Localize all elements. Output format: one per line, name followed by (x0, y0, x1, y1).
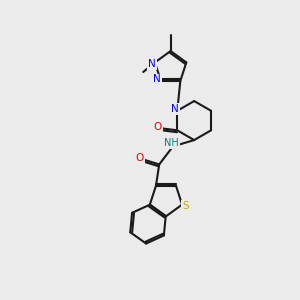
Text: N: N (148, 59, 156, 69)
Text: NH: NH (164, 139, 179, 148)
Text: O: O (136, 153, 144, 163)
Text: N: N (171, 104, 179, 114)
Text: N: N (154, 74, 161, 85)
Text: S: S (182, 201, 189, 211)
Text: O: O (154, 122, 162, 132)
